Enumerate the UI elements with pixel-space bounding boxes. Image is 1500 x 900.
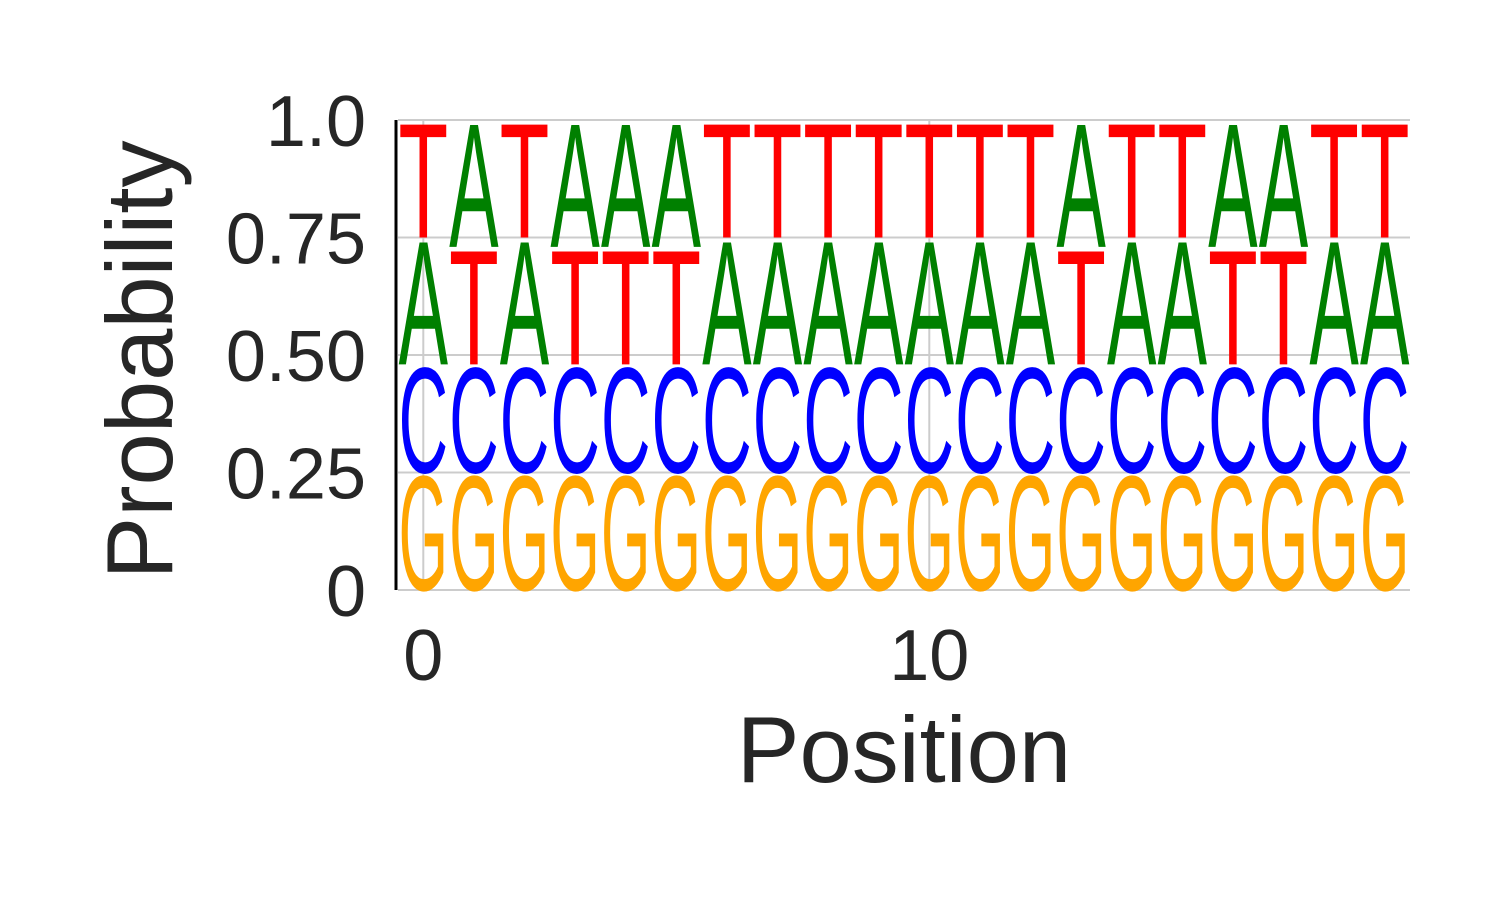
- logo-letter-T: T: [1309, 90, 1359, 273]
- logo-letter-T: T: [1107, 90, 1157, 273]
- logo-letter-G: G: [449, 442, 499, 625]
- logo-letter-A: A: [1158, 204, 1208, 402]
- logo-letter-T: T: [803, 90, 853, 273]
- logo-letter-T: T: [1360, 90, 1410, 273]
- logo-letter-G: G: [854, 442, 904, 625]
- logo-letter-G: G: [905, 442, 955, 625]
- logo-letter-C: C: [1309, 336, 1359, 505]
- logo-letter-G: G: [652, 442, 702, 625]
- logo-letter-C: C: [1259, 336, 1309, 505]
- logo-letter-C: C: [753, 336, 803, 505]
- logo-letter-C: C: [1056, 336, 1106, 505]
- logo-letter-T: T: [753, 90, 803, 273]
- logo-letter-A: A: [1259, 86, 1309, 284]
- logo-letter-C: C: [702, 336, 752, 505]
- logo-letter-T: T: [601, 217, 651, 400]
- logo-letter-G: G: [955, 442, 1005, 625]
- logo-letter-A: A: [1107, 204, 1157, 402]
- y-tick-label: 0: [326, 552, 366, 632]
- logo-letters: GCATGCTAGCATGCTAGCTAGCTAGCATGCATGCATGCAT…: [399, 86, 1410, 625]
- logo-letter-G: G: [500, 442, 550, 625]
- logo-letter-G: G: [1309, 442, 1359, 625]
- logo-letter-A: A: [1208, 86, 1258, 284]
- logo-letter-C: C: [550, 336, 600, 505]
- logo-letter-G: G: [702, 442, 752, 625]
- y-tick-labels: 0 0.25 0.50 0.75 1.0: [226, 82, 366, 632]
- logo-letter-G: G: [1360, 442, 1410, 625]
- logo-letter-C: C: [1208, 336, 1258, 505]
- logo-letter-A: A: [1360, 204, 1410, 402]
- logo-letter-T: T: [955, 90, 1005, 273]
- logo-letter-A: A: [753, 204, 803, 402]
- logo-letter-A: A: [652, 86, 702, 284]
- logo-letter-C: C: [1360, 336, 1410, 505]
- logo-letter-A: A: [601, 86, 651, 284]
- logo-letter-T: T: [500, 90, 550, 273]
- logo-letter-A: A: [702, 204, 752, 402]
- logo-letter-G: G: [1158, 442, 1208, 625]
- logo-letter-A: A: [803, 204, 853, 402]
- logo-letter-A: A: [955, 204, 1005, 402]
- logo-letter-C: C: [1006, 336, 1056, 505]
- logo-letter-G: G: [1107, 442, 1157, 625]
- logo-letter-G: G: [1259, 442, 1309, 625]
- logo-letter-G: G: [550, 442, 600, 625]
- logo-letter-C: C: [905, 336, 955, 505]
- logo-letter-C: C: [601, 336, 651, 505]
- logo-letter-T: T: [399, 90, 449, 273]
- logo-letter-G: G: [1006, 442, 1056, 625]
- logo-letter-A: A: [399, 204, 449, 402]
- logo-letter-G: G: [399, 442, 449, 625]
- logo-letter-G: G: [601, 442, 651, 625]
- logo-letter-T: T: [854, 90, 904, 273]
- logo-letter-G: G: [753, 442, 803, 625]
- logo-letter-A: A: [1056, 86, 1106, 284]
- logo-letter-T: T: [1259, 217, 1309, 400]
- logo-letter-G: G: [1208, 442, 1258, 625]
- logo-letter-G: G: [803, 442, 853, 625]
- y-tick-label: 1.0: [266, 82, 366, 162]
- y-axis-title: Probability: [87, 141, 192, 580]
- logo-letter-T: T: [652, 217, 702, 400]
- logo-letter-T: T: [449, 217, 499, 400]
- logo-letter-C: C: [1107, 336, 1157, 505]
- gridlines: [398, 119, 1410, 591]
- logo-letter-T: T: [1056, 217, 1106, 400]
- x-tick-label: 10: [889, 616, 969, 696]
- logo-letter-C: C: [955, 336, 1005, 505]
- logo-letter-C: C: [803, 336, 853, 505]
- x-tick-label: 0: [403, 616, 443, 696]
- logo-letter-A: A: [550, 86, 600, 284]
- logo-letter-C: C: [854, 336, 904, 505]
- logo-letter-A: A: [1309, 204, 1359, 402]
- y-tick-label: 0.75: [226, 200, 366, 280]
- logo-letter-C: C: [1158, 336, 1208, 505]
- logo-letter-A: A: [854, 204, 904, 402]
- logo-letter-T: T: [905, 90, 955, 273]
- y-tick-label: 0.50: [226, 317, 366, 397]
- logo-letter-T: T: [1158, 90, 1208, 273]
- logo-letter-C: C: [652, 336, 702, 505]
- logo-letter-A: A: [500, 204, 550, 402]
- logo-letter-C: C: [449, 336, 499, 505]
- x-axis-title: Position: [737, 697, 1071, 802]
- logo-letter-C: C: [399, 336, 449, 505]
- logo-letter-T: T: [550, 217, 600, 400]
- logo-letter-C: C: [500, 336, 550, 505]
- x-tick-labels: 0 10: [403, 616, 969, 696]
- logo-letter-T: T: [702, 90, 752, 273]
- y-tick-label: 0.25: [226, 435, 366, 515]
- logo-letter-T: T: [1006, 90, 1056, 273]
- logo-letter-A: A: [1006, 204, 1056, 402]
- logo-letter-A: A: [449, 86, 499, 284]
- logo-letter-T: T: [1208, 217, 1258, 400]
- logo-letter-G: G: [1056, 442, 1106, 625]
- logo-letter-A: A: [905, 204, 955, 402]
